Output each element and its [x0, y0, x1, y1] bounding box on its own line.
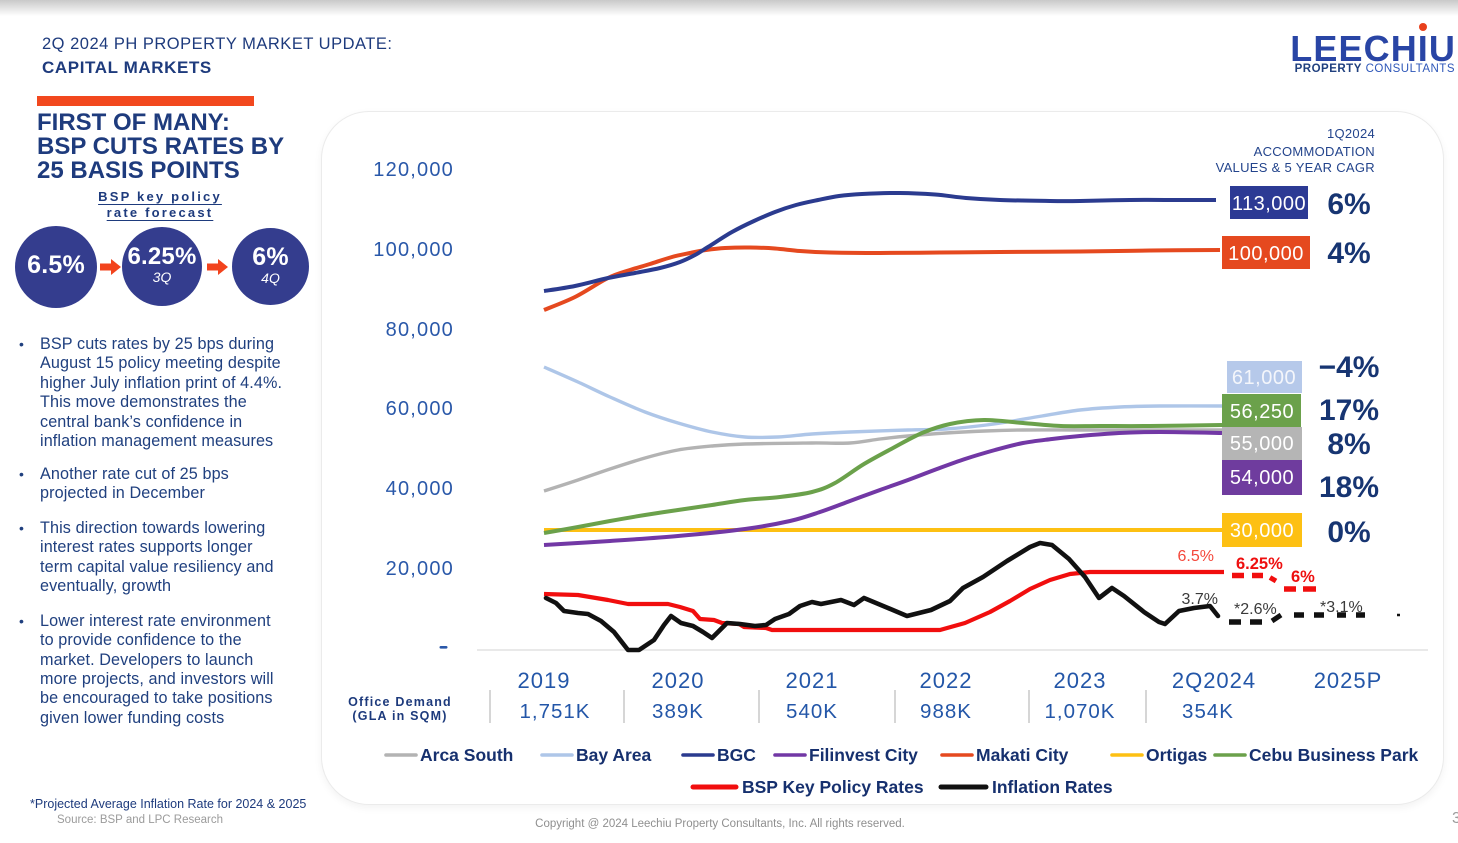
- svg-text:6%: 6%: [1327, 188, 1370, 221]
- svg-text:2022: 2022: [920, 668, 973, 693]
- svg-text:100,000: 100,000: [1228, 243, 1304, 265]
- svg-text:1,070K: 1,070K: [1045, 700, 1116, 723]
- svg-text:4%: 4%: [1327, 237, 1370, 270]
- svg-text:61,000: 61,000: [1232, 367, 1296, 389]
- svg-text:100,000: 100,000: [373, 239, 454, 261]
- svg-text:540K: 540K: [786, 700, 838, 723]
- svg-text:20,000: 20,000: [386, 558, 454, 580]
- svg-text:354K: 354K: [1182, 700, 1234, 723]
- svg-text:2019: 2019: [518, 668, 571, 693]
- svg-text:0%: 0%: [1327, 516, 1370, 549]
- svg-text:988K: 988K: [920, 700, 972, 723]
- svg-text:3.7%: 3.7%: [1182, 591, 1218, 608]
- svg-text:2025P: 2025P: [1314, 668, 1383, 693]
- svg-text:*3.1%: *3.1%: [1320, 599, 1363, 616]
- svg-text:120,000: 120,000: [373, 159, 454, 181]
- svg-text:Ortigas: Ortigas: [1146, 745, 1208, 765]
- svg-text:BSP Key Policy Rates: BSP Key Policy Rates: [742, 777, 924, 797]
- svg-text:Filinvest City: Filinvest City: [809, 745, 918, 765]
- svg-text:(GLA in SQM): (GLA in SQM): [352, 709, 447, 723]
- svg-text:56,250: 56,250: [1230, 401, 1294, 423]
- svg-text:113,000: 113,000: [1232, 193, 1306, 215]
- svg-text:55,000: 55,000: [1230, 433, 1294, 455]
- svg-text:ACCOMMODATION: ACCOMMODATION: [1254, 144, 1375, 159]
- svg-text:6.5%: 6.5%: [1178, 548, 1214, 565]
- svg-text:Cebu Business Park: Cebu Business Park: [1249, 745, 1418, 765]
- svg-text:*2.6%: *2.6%: [1234, 601, 1277, 618]
- svg-text:−4%: −4%: [1319, 351, 1380, 384]
- svg-text:8%: 8%: [1327, 428, 1370, 461]
- svg-text:1Q2024: 1Q2024: [1327, 126, 1375, 141]
- svg-text:54,000: 54,000: [1230, 467, 1294, 489]
- svg-text:2021: 2021: [786, 668, 839, 693]
- svg-text:60,000: 60,000: [386, 398, 454, 420]
- svg-text:6%: 6%: [1291, 568, 1315, 586]
- svg-text:18%: 18%: [1319, 471, 1379, 504]
- svg-text:40,000: 40,000: [386, 478, 454, 500]
- svg-text:VALUES & 5 YEAR CAGR: VALUES & 5 YEAR CAGR: [1216, 160, 1375, 175]
- svg-text:80,000: 80,000: [386, 319, 454, 341]
- svg-text:389K: 389K: [652, 700, 704, 723]
- svg-text:2020: 2020: [652, 668, 705, 693]
- svg-text:17%: 17%: [1319, 394, 1379, 427]
- svg-text:6.25%: 6.25%: [1236, 555, 1283, 573]
- svg-text:Bay Area: Bay Area: [576, 745, 651, 765]
- svg-text:Makati City: Makati City: [976, 745, 1069, 765]
- svg-text:BGC: BGC: [717, 745, 756, 765]
- svg-text:Inflation Rates: Inflation Rates: [992, 777, 1113, 797]
- svg-text:1,751K: 1,751K: [520, 700, 591, 723]
- svg-text:Office Demand: Office Demand: [348, 695, 452, 709]
- svg-text:2023: 2023: [1054, 668, 1107, 693]
- svg-text:2Q2024: 2Q2024: [1172, 668, 1256, 693]
- svg-text:Arca South: Arca South: [420, 745, 513, 765]
- svg-text:30,000: 30,000: [1230, 520, 1294, 542]
